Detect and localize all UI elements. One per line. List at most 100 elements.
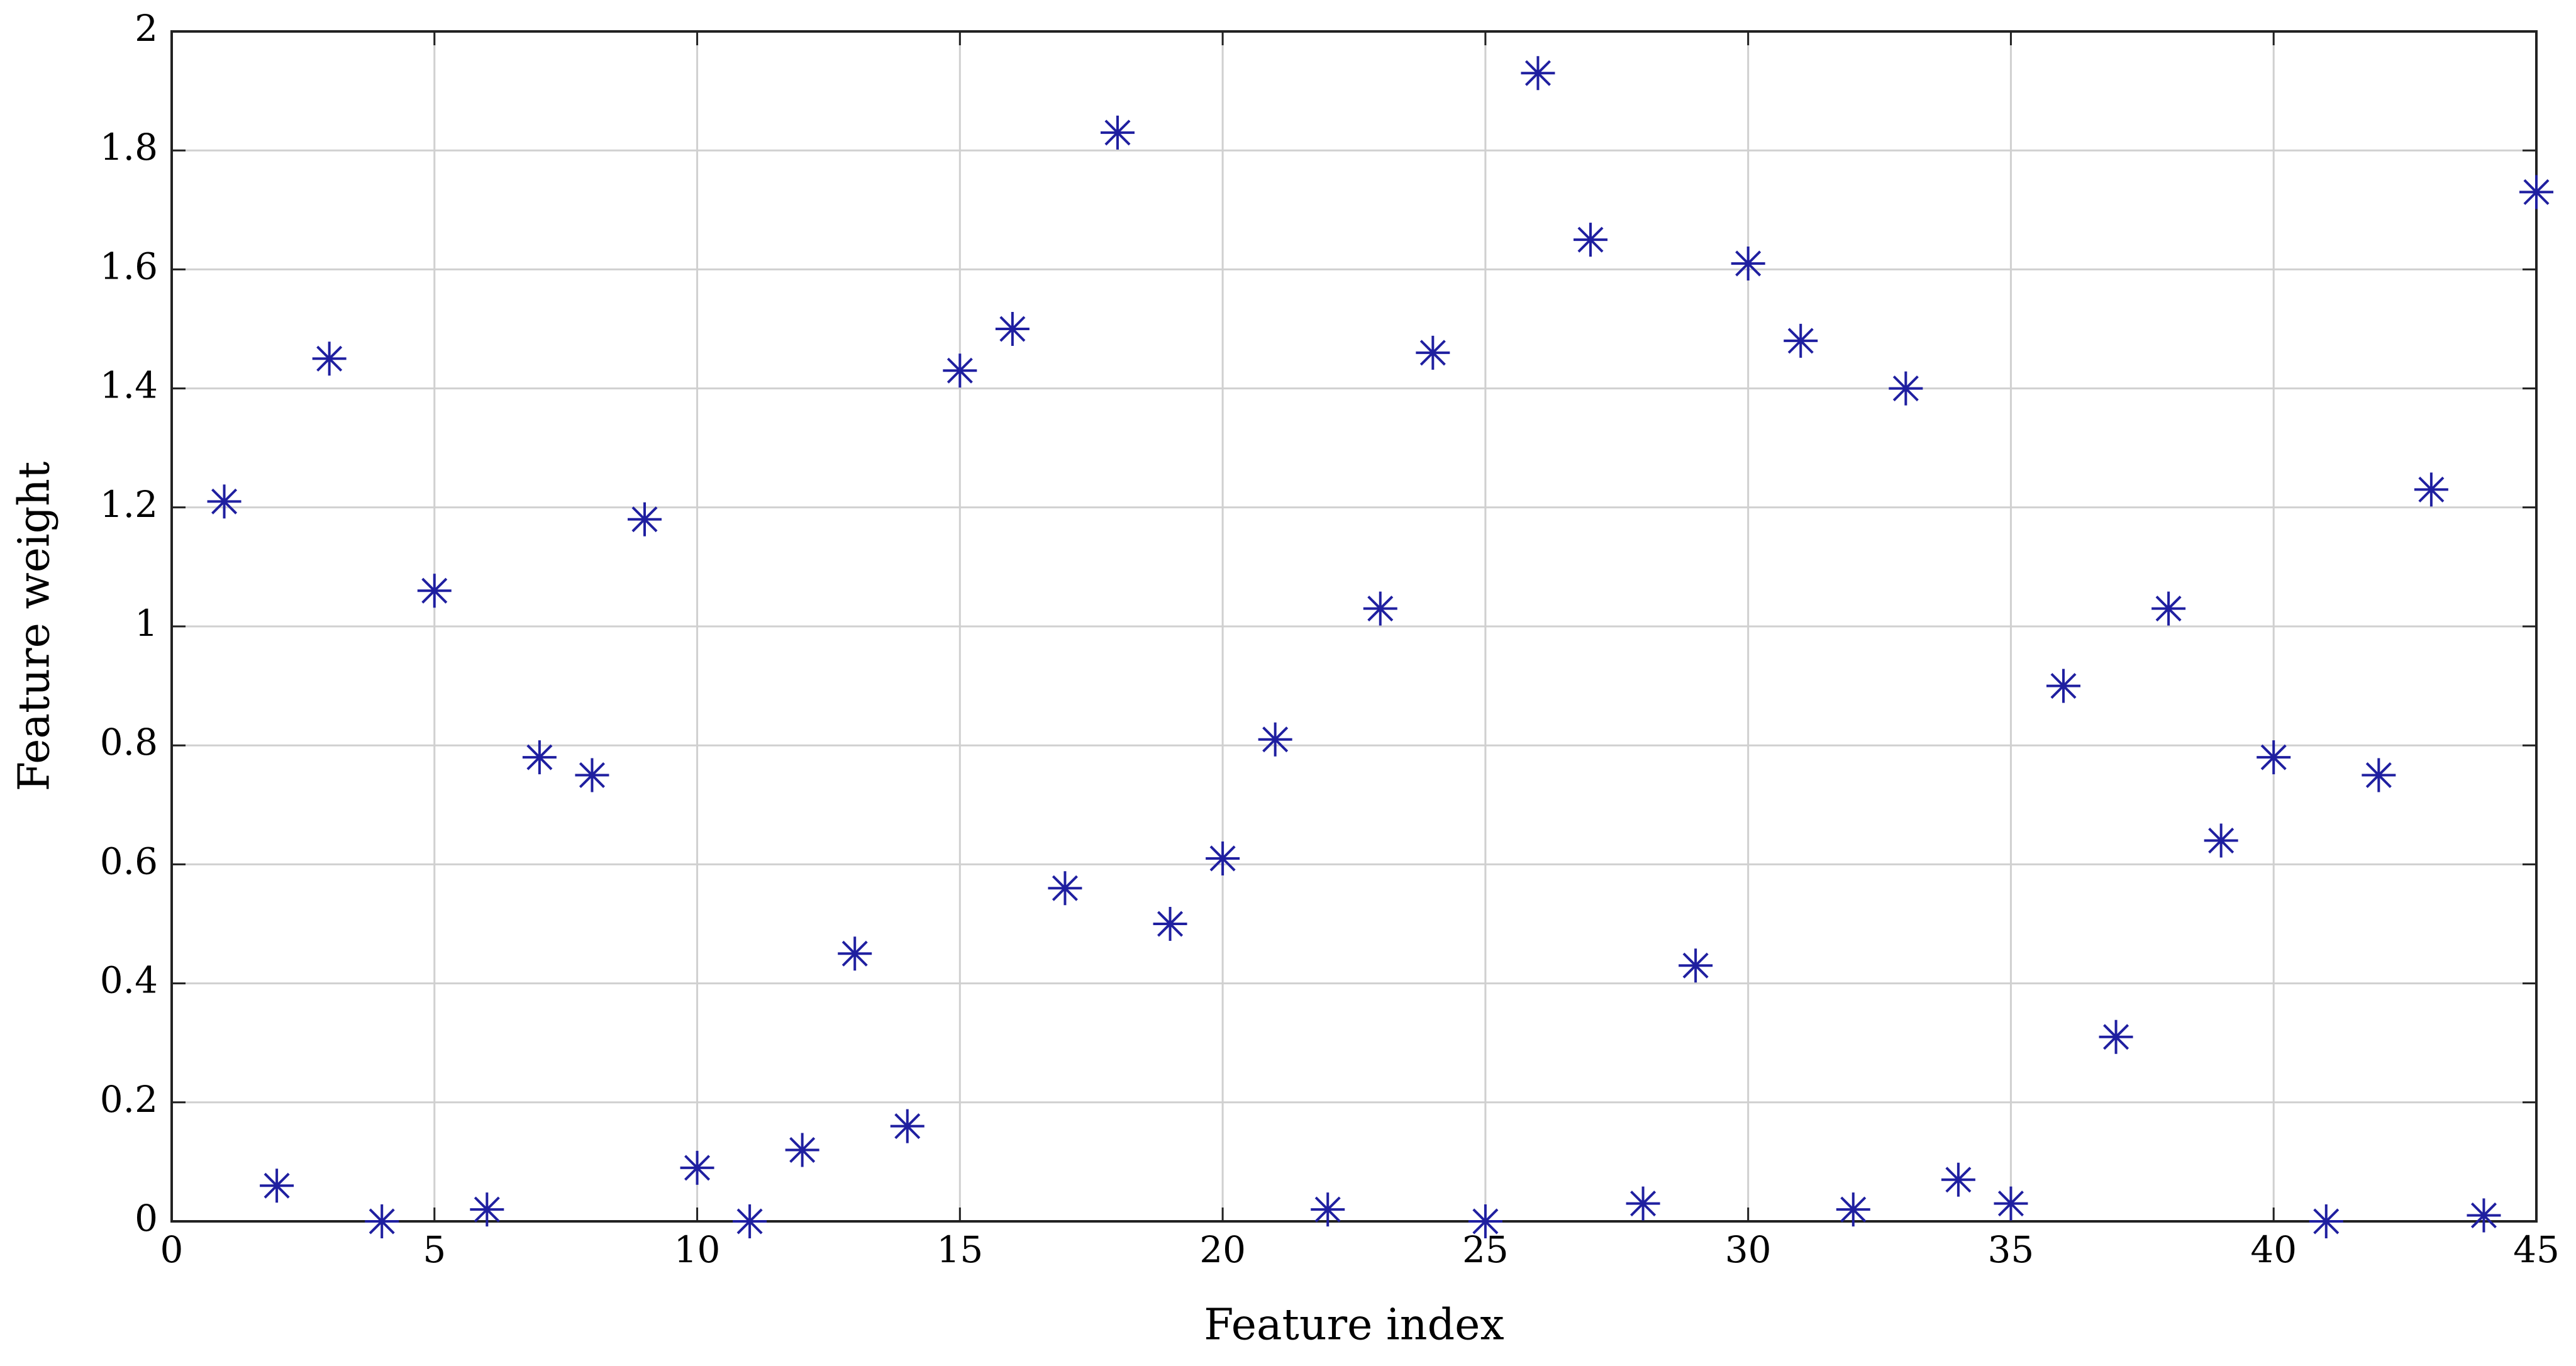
scatter-point: [1994, 1186, 2028, 1221]
marker-stroke: [1682, 952, 1709, 979]
marker-stroke: [1735, 250, 1762, 277]
y-tick-label: 0: [135, 1197, 158, 1240]
marker-stroke: [526, 744, 553, 770]
marker-stroke: [474, 1196, 500, 1223]
y-tick-label: 0.8: [100, 721, 158, 764]
scatter-point: [1784, 323, 1818, 358]
scatter-point: [680, 1150, 714, 1185]
scatter-point: [312, 342, 347, 376]
scatter-point: [1679, 948, 1713, 983]
marker-stroke: [264, 1172, 290, 1199]
marker-stroke: [947, 357, 973, 384]
marker-stroke: [789, 1136, 816, 1163]
scatter-point: [785, 1133, 819, 1167]
marker-stroke: [2208, 828, 2235, 854]
scatter-point: [2519, 175, 2553, 209]
marker-stroke: [1840, 1196, 1867, 1223]
x-tick-label: 0: [160, 1228, 184, 1271]
y-axis-label: Feature weight: [10, 462, 60, 792]
scatter-point: [417, 574, 452, 608]
marker-stroke: [1157, 911, 1184, 937]
marker-stroke: [684, 1155, 711, 1181]
marker-stroke: [1892, 375, 1919, 402]
marker-stroke: [999, 316, 1026, 342]
marker-stroke: [2260, 744, 2287, 770]
x-axis-label: Feature index: [1204, 1301, 1504, 1350]
scatter-point: [470, 1192, 504, 1227]
marker-stroke: [2523, 179, 2550, 205]
marker-stroke: [1472, 1208, 1499, 1235]
scatter-point: [1521, 56, 1555, 91]
y-tick-label: 0.2: [100, 1078, 158, 1121]
marker-stroke: [2155, 596, 2182, 622]
scatter-point: [1258, 722, 1292, 757]
x-tick-label: 45: [2513, 1228, 2560, 1271]
scatter-point: [1468, 1204, 1502, 1238]
marker-stroke: [2470, 1202, 2497, 1229]
marker-stroke: [631, 506, 658, 533]
marker-stroke: [2418, 476, 2445, 503]
scatter-point: [2362, 758, 2396, 792]
marker-stroke: [2050, 673, 2077, 699]
x-tick-label: 10: [674, 1228, 721, 1271]
x-tick-label: 20: [1199, 1228, 1246, 1271]
scatter-point: [522, 740, 557, 775]
marker-stroke: [1419, 340, 1446, 366]
scatter-point: [2467, 1198, 2501, 1233]
marker-stroke: [2103, 1024, 2129, 1050]
marker-stroke: [1104, 119, 1131, 146]
scatter-point: [1206, 841, 1240, 875]
marker-stroke: [1314, 1196, 1341, 1223]
scatter-point: [365, 1204, 399, 1238]
scatter-point: [2099, 1019, 2133, 1054]
scatter-point: [628, 502, 662, 536]
x-tick-label: 30: [1725, 1228, 1772, 1271]
y-tick-label: 1.4: [100, 364, 158, 407]
marker-stroke: [211, 488, 238, 514]
marker-stroke: [369, 1208, 395, 1235]
marker-stroke: [421, 577, 448, 604]
y-tick-label: 1.8: [100, 126, 158, 169]
scatter-point: [943, 353, 977, 388]
y-tick-label: 2: [135, 7, 158, 50]
marker-stroke: [1209, 845, 1236, 872]
scatter-point: [575, 758, 609, 792]
y-tick-label: 0.6: [100, 840, 158, 882]
marker-stroke: [1997, 1191, 2024, 1217]
y-tick-label: 1.6: [100, 245, 158, 287]
x-tick-label: 15: [936, 1228, 983, 1271]
marker-stroke: [316, 345, 343, 372]
marker-stroke: [736, 1208, 763, 1235]
marker-stroke: [579, 762, 605, 789]
scatter-point: [1311, 1192, 1345, 1227]
y-tick-label: 1.2: [100, 483, 158, 526]
scatter-point: [1731, 246, 1765, 280]
scatter-point: [1048, 871, 1082, 906]
scatter-point: [260, 1169, 294, 1203]
scatter-point: [1626, 1186, 1660, 1221]
scatter-point: [733, 1204, 767, 1238]
marker-stroke: [2313, 1208, 2340, 1235]
y-tick-label: 1: [135, 602, 158, 645]
scatter-point: [1416, 335, 1450, 370]
scatter-point: [2204, 823, 2238, 858]
scatter-point: [1153, 907, 1187, 941]
scatter-point: [838, 936, 872, 971]
scatter-point: [207, 484, 242, 519]
marker-stroke: [2365, 762, 2392, 789]
scatter-point: [995, 312, 1030, 346]
scatter-point: [2046, 669, 2080, 703]
y-tick-label: 0.4: [100, 959, 158, 1002]
scatter-point: [1574, 223, 1607, 257]
scatter-point: [2257, 740, 2291, 775]
x-tick-label: 40: [2250, 1228, 2297, 1271]
scatter-point: [2414, 472, 2448, 507]
scatter-point: [1836, 1192, 1870, 1227]
marker-stroke: [1367, 596, 1394, 622]
scatter-point: [2151, 591, 2186, 626]
marker-stroke: [1262, 726, 1289, 753]
marker-stroke: [894, 1113, 921, 1140]
marker-stroke: [1630, 1191, 1657, 1217]
x-tick-label: 5: [423, 1228, 446, 1271]
scatter-point: [1363, 591, 1397, 626]
